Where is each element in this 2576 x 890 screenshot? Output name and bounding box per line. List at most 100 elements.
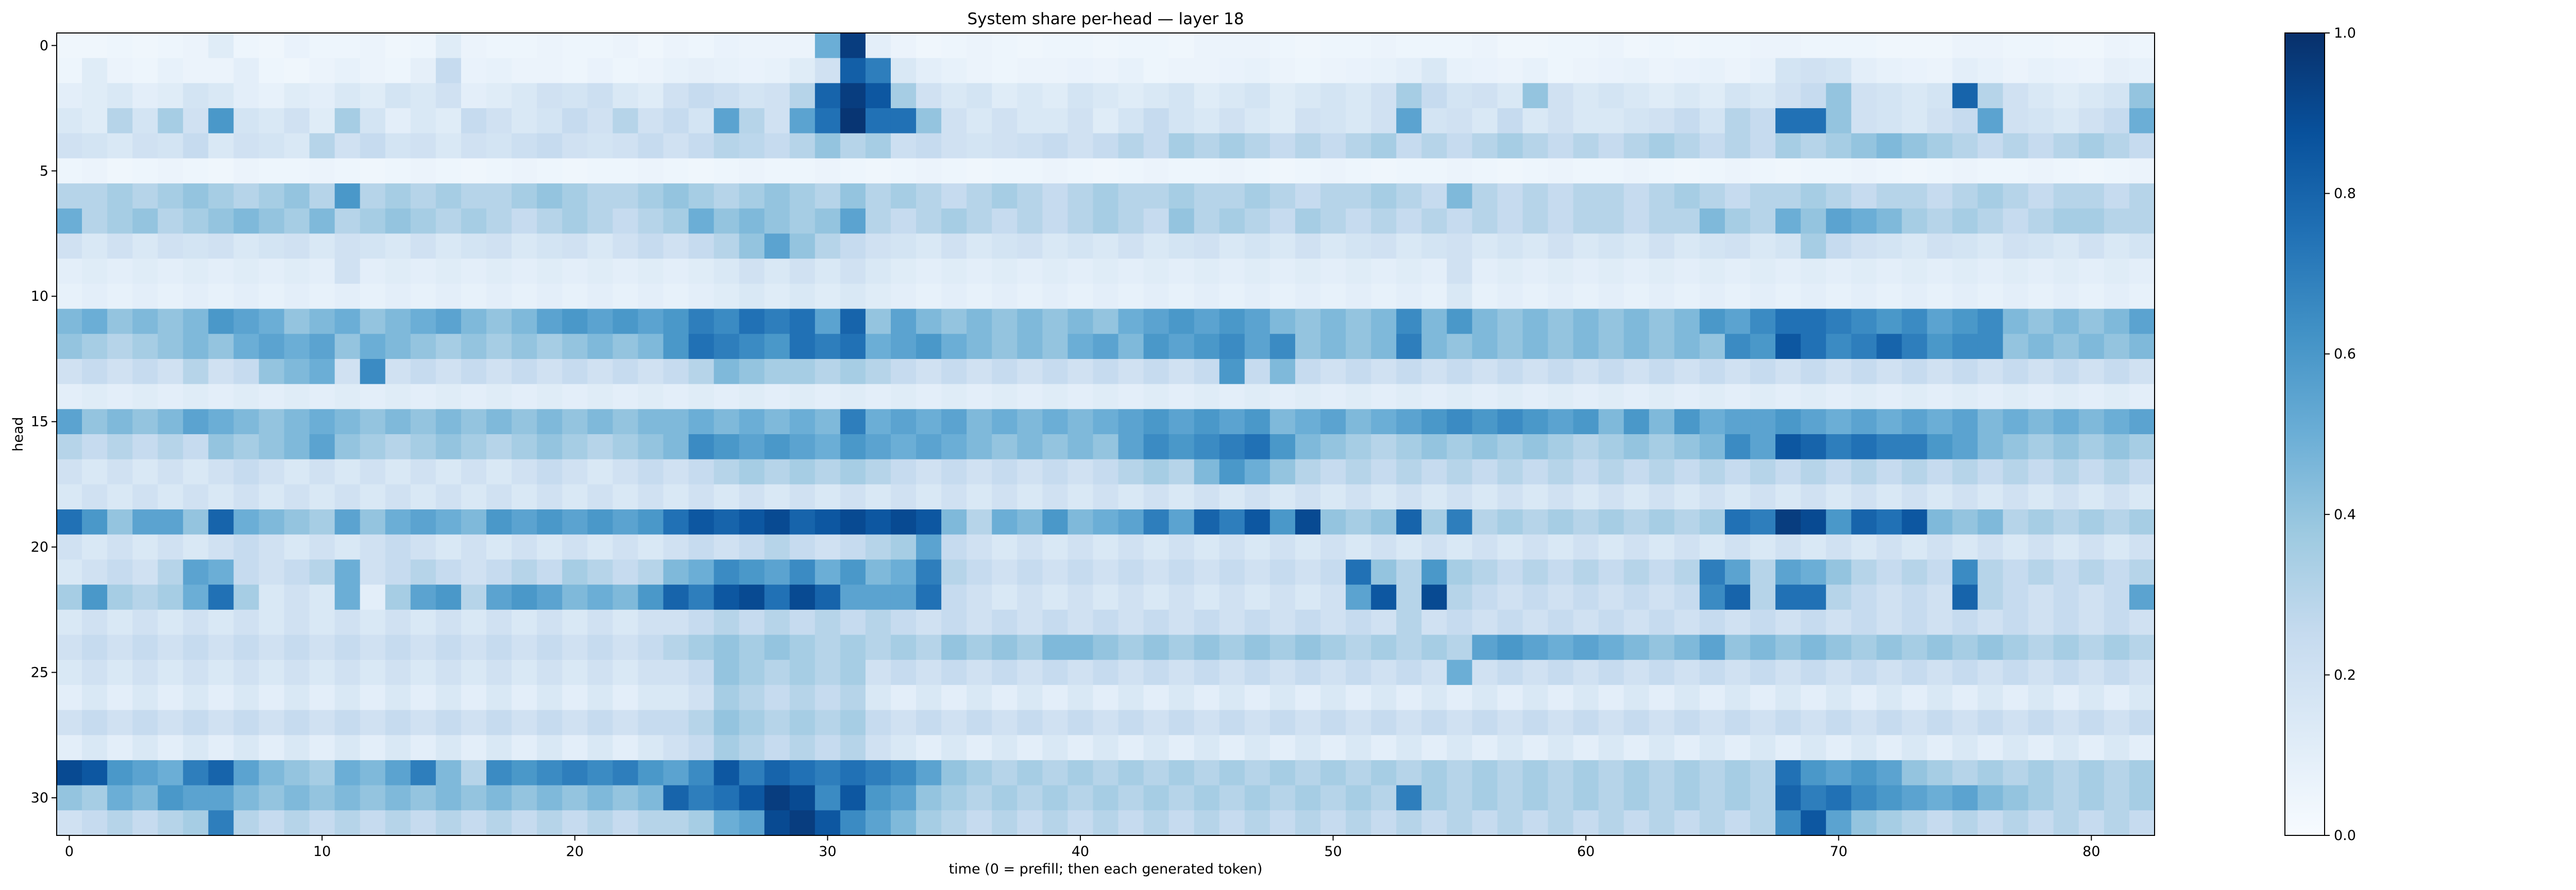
heatmap-cell — [537, 434, 563, 460]
heatmap-cell — [1977, 283, 2004, 310]
heatmap-cell — [992, 409, 1018, 435]
heatmap-cell — [537, 309, 563, 334]
heatmap-cell — [941, 83, 967, 109]
heatmap-cell — [1598, 108, 1624, 134]
heatmap-cell — [1346, 710, 1371, 735]
heatmap-cell — [865, 585, 891, 610]
heatmap-cell — [208, 684, 234, 711]
heatmap-cell — [1194, 559, 1220, 585]
heatmap-cell — [1952, 434, 1978, 460]
heatmap-cell — [562, 710, 588, 735]
heatmap-cell — [1548, 609, 1574, 636]
heatmap-cell — [360, 785, 386, 811]
heatmap-cell — [714, 434, 740, 460]
heatmap-cell — [1093, 660, 1119, 686]
heatmap-cell — [714, 384, 740, 409]
heatmap-cell — [1320, 810, 1346, 836]
heatmap-cell — [562, 358, 588, 385]
heatmap-cell — [562, 635, 588, 660]
heatmap-cell — [764, 559, 790, 585]
heatmap-cell — [587, 760, 613, 786]
heatmap-cell — [1219, 509, 1245, 535]
heatmap-cell — [1902, 409, 1928, 435]
heatmap-cell — [1472, 434, 1498, 460]
heatmap-cell — [512, 409, 537, 435]
heatmap-cell — [334, 233, 361, 259]
heatmap-cell — [1548, 635, 1574, 660]
heatmap-cell — [158, 58, 183, 83]
heatmap-cell — [1194, 58, 1220, 83]
heatmap-cell — [1952, 509, 1978, 535]
heatmap-cell — [1674, 259, 1700, 284]
heatmap-cell — [57, 684, 82, 711]
heatmap-cell — [233, 785, 260, 811]
heatmap-cell — [2028, 534, 2054, 560]
heatmap-cell — [233, 283, 260, 310]
heatmap-cell — [107, 108, 133, 134]
heatmap-cell — [1295, 785, 1321, 811]
heatmap-cell — [1598, 208, 1624, 234]
heatmap-cell — [890, 33, 917, 59]
heatmap-cell — [2003, 108, 2029, 134]
heatmap-cell — [1067, 559, 1094, 585]
heatmap-cell — [1775, 609, 1801, 636]
heatmap-cell — [309, 735, 335, 761]
heatmap-cell — [1320, 534, 1346, 560]
heatmap-cell — [385, 710, 411, 735]
heatmap-cell — [1421, 684, 1447, 711]
heatmap-cell — [537, 334, 563, 360]
heatmap-cell — [1244, 534, 1270, 560]
heatmap-cell — [1699, 158, 1725, 184]
heatmap-cell — [1522, 434, 1549, 460]
heatmap-cell — [663, 133, 689, 159]
heatmap-cell — [1598, 283, 1624, 310]
heatmap-cell — [916, 735, 942, 761]
heatmap-cell — [890, 133, 917, 159]
heatmap-cell — [334, 609, 361, 636]
heatmap-cell — [1724, 334, 1751, 360]
heatmap-cell — [435, 684, 462, 711]
heatmap-cell — [461, 534, 487, 560]
heatmap-cell — [2129, 684, 2155, 711]
heatmap-cell — [259, 233, 285, 259]
heatmap-cell — [1674, 459, 1700, 485]
heatmap-cell — [1573, 233, 1599, 259]
heatmap-cell — [1497, 484, 1523, 510]
heatmap-cell — [57, 710, 82, 735]
heatmap-cell — [1244, 785, 1270, 811]
heatmap-cell — [132, 559, 158, 585]
heatmap-cell — [1952, 559, 1978, 585]
heatmap-cell — [1421, 559, 1447, 585]
heatmap-cell — [158, 283, 183, 310]
heatmap-cell — [1927, 309, 1953, 334]
heatmap-cell — [1219, 484, 1245, 510]
heatmap-cell — [815, 384, 841, 409]
heatmap-cell — [1295, 434, 1321, 460]
heatmap-cell — [2104, 409, 2130, 435]
heatmap-cell — [1750, 459, 1776, 485]
heatmap-cell — [1724, 183, 1751, 209]
heatmap-cell — [1396, 684, 1422, 711]
heatmap-cell — [1269, 133, 1296, 159]
heatmap-cell — [967, 760, 992, 786]
heatmap-cell — [334, 710, 361, 735]
heatmap-cell — [1674, 585, 1700, 610]
heatmap-cell — [1826, 183, 1852, 209]
heatmap-cell — [1194, 484, 1220, 510]
heatmap-cell — [1421, 334, 1447, 360]
heatmap-cell — [1396, 635, 1422, 660]
heatmap-cell — [1977, 158, 2004, 184]
heatmap-cell — [512, 660, 537, 686]
heatmap-cell — [1371, 585, 1397, 610]
heatmap-cell — [1472, 208, 1498, 234]
heatmap-cell — [233, 585, 260, 610]
heatmap-cell — [309, 710, 335, 735]
heatmap-cell — [1447, 684, 1472, 711]
heatmap-cell — [764, 509, 790, 535]
x-tick-label: 10 — [313, 844, 331, 860]
heatmap-cell — [1775, 108, 1801, 134]
heatmap-cell — [1902, 83, 1928, 109]
heatmap-cell — [2003, 735, 2029, 761]
heatmap-cell — [562, 534, 588, 560]
heatmap-cell — [1219, 183, 1245, 209]
